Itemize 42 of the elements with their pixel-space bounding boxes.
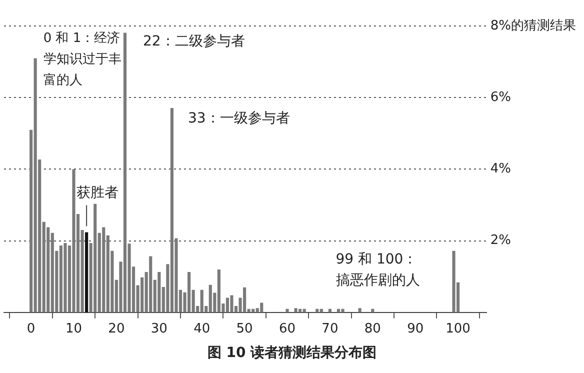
x-tick-label: 50 [236,322,253,337]
text: 图 10 读者猜测结果分布图 [206,344,378,362]
x-tick-label: 60 [278,322,296,337]
bar [149,256,152,312]
annotation: 获胜者 [76,184,119,201]
x-tick-label: 20 [108,322,125,337]
bar [72,169,76,312]
x-tick-label: 0 [26,322,36,337]
bar [358,308,362,312]
x-tick-label: 100 [446,322,470,337]
y-tick-label: 6% [490,90,511,105]
bar [294,308,298,312]
bar [286,308,289,312]
bar [230,295,234,312]
bar [208,284,212,312]
bar [341,308,344,312]
bar [226,298,230,312]
bar [102,227,106,312]
bar [158,272,161,312]
y-tick-label: 2% [490,233,511,248]
bar [85,232,88,312]
x-tick-label: 30 [150,322,168,337]
bar [34,58,37,312]
bar [64,242,67,312]
y-tick-label: 8%的猜测结果 [490,18,576,34]
annotation: 33：一级参与者 [188,110,290,127]
annotation: 99 和 100：搞恶作剧的人 [336,251,420,288]
bar [123,32,127,312]
annotation: 22：二级参与者 [142,33,245,50]
y-tick-label: 4% [490,162,511,177]
x-tick-label: 70 [322,322,338,337]
bar [200,290,204,312]
bar [452,250,456,312]
bar [217,269,220,312]
x-tick-label: 80 [364,322,381,337]
bar [59,245,62,312]
bar [260,302,264,312]
x-tick-label: 10 [65,322,82,337]
x-tick-label: 90 [407,322,424,337]
x-tick-label: 40 [194,322,210,337]
annotation: 0 和 1：经济学知识过于丰富的人 [43,31,122,88]
bar [94,204,97,312]
